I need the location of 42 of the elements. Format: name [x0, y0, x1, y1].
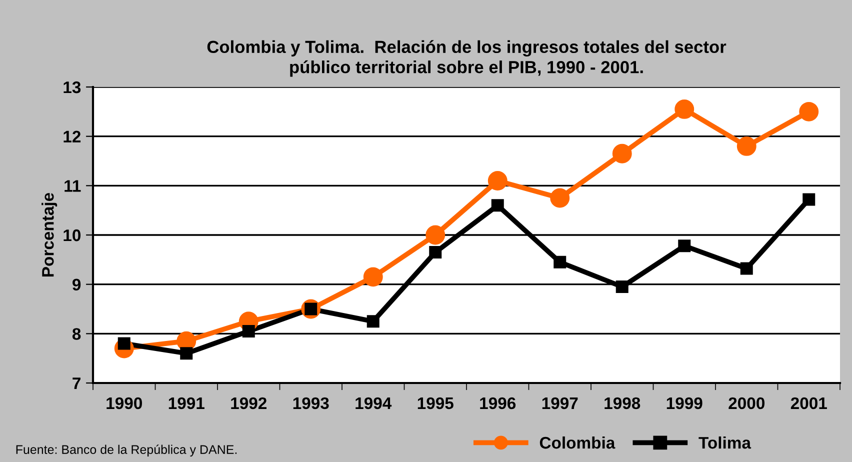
point — [363, 267, 383, 287]
x-tick-label: 1996 — [480, 397, 516, 410]
y-tick-label: 10 — [64, 229, 81, 242]
point — [554, 256, 566, 268]
point — [429, 246, 442, 259]
x-tick-label: 1994 — [356, 397, 392, 410]
x-tick-label: 1992 — [231, 397, 266, 410]
y-tick-label: 7 — [72, 378, 80, 390]
chart-title: Colombia y Tolima. Relación de los ingresos totales del sector público territorial sobre el PIB, 1990 - 2001. — [207, 40, 726, 77]
point — [740, 262, 753, 275]
x-tick-label: 1991 — [168, 397, 204, 410]
y-tick-label: 9 — [72, 278, 81, 291]
point — [674, 99, 694, 119]
x-tick-label: 1990 — [106, 397, 142, 410]
point — [802, 193, 816, 206]
x-tick-label: 1995 — [418, 397, 454, 410]
x-tick-label: 1998 — [604, 397, 640, 410]
point — [242, 324, 255, 338]
point — [736, 136, 756, 156]
legend-label: Colombia — [540, 436, 616, 449]
y-tick-label: 11 — [64, 180, 81, 192]
y-axis-title: Porcentaje — [42, 192, 58, 276]
legend-label: Tolima — [698, 436, 752, 449]
point — [366, 315, 380, 328]
point — [678, 240, 691, 252]
y-tick-label: 8 — [72, 328, 81, 340]
point — [180, 347, 193, 360]
x-tick-label: 2000 — [728, 397, 764, 410]
x-tick-label: 1993 — [293, 397, 329, 410]
x-tick-label: 2001 — [790, 397, 827, 410]
point — [491, 199, 504, 212]
y-tick-label: 12 — [64, 130, 81, 142]
point — [426, 225, 446, 245]
point — [616, 280, 628, 294]
point — [488, 171, 508, 190]
y-tick-label: 13 — [64, 81, 81, 94]
x-tick-label: 1999 — [666, 397, 702, 410]
source-note: Fuente: Banco de la República y DANE. — [16, 444, 237, 456]
point — [550, 188, 570, 208]
x-tick-label: 1997 — [542, 397, 578, 410]
point — [799, 102, 819, 122]
point — [612, 144, 632, 164]
